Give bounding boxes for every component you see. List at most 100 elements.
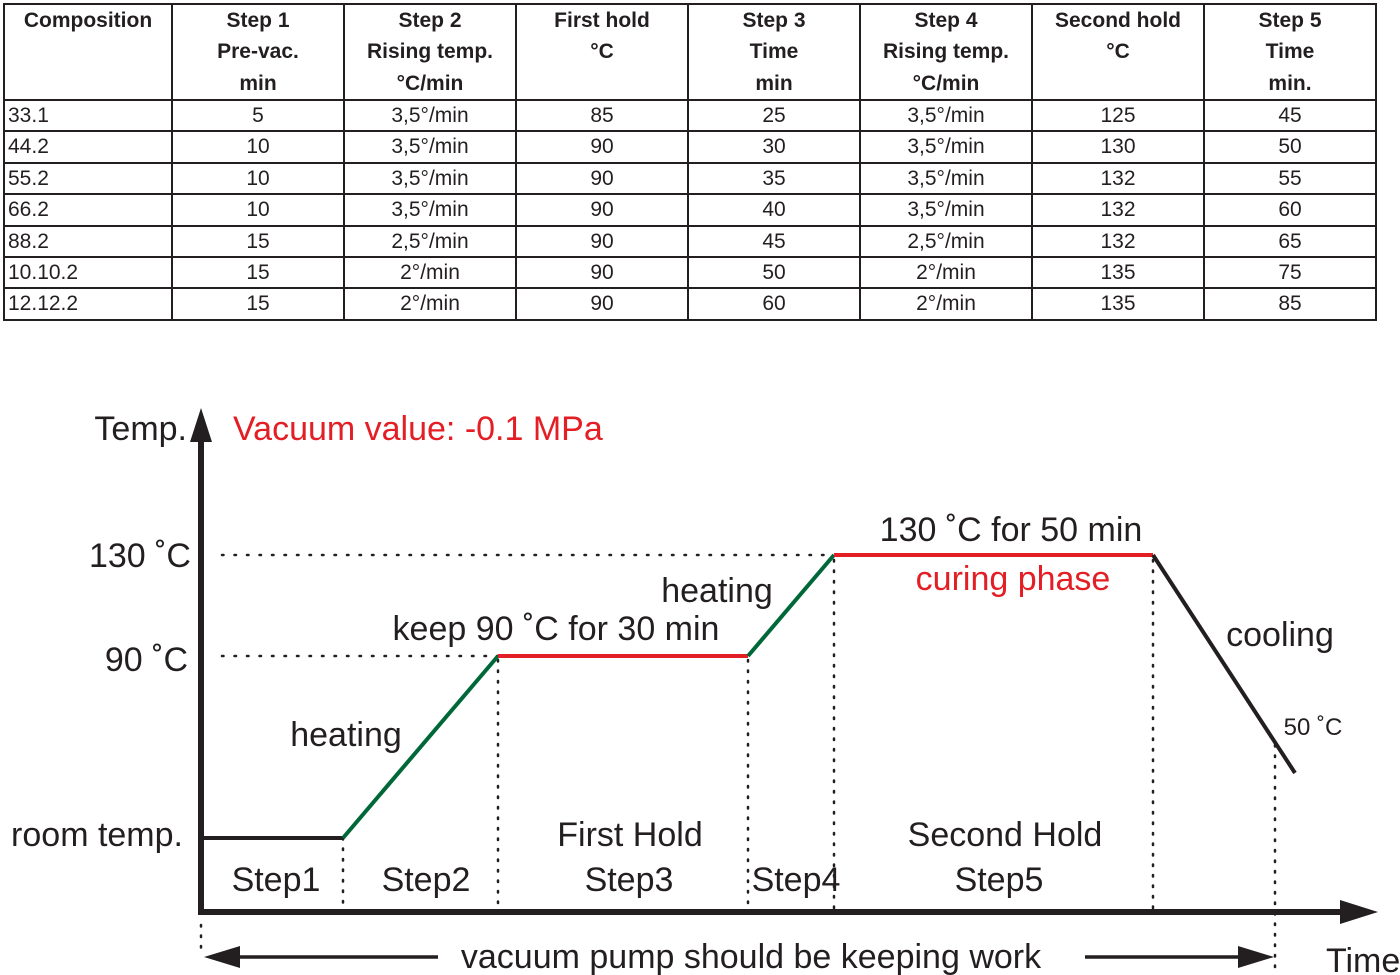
column-header-line: Rising temp. [366,40,493,64]
table-cell: 2,5°/min [859,225,1033,259]
column-header: First hold °C [515,3,689,101]
column-header: Second hold °C [1031,3,1205,101]
column-header-line: First hold [554,9,650,32]
table-row: 55.2 10 3,5°/min 90 35 3,5°/min 132 55 [3,162,1377,196]
table-cell: 132 [1031,194,1205,227]
table-body: 33.1 5 3,5°/min 85 25 3,5°/min 125 45 44.2 10 3,5°… [3,100,1377,321]
column-header-line: Step 2 [398,9,462,32]
column-header-line: °C [590,40,614,64]
table-cell: 3,5°/min [859,131,1033,164]
cooling-label: cooling [1226,616,1334,654]
step5-label: Step5 [955,861,1044,899]
column-header: Step 1 Pre-vac. min [171,3,345,101]
column-header: Composition [3,3,173,101]
x-axis-arrowhead [1340,900,1378,924]
column-header-line: Time [749,40,799,64]
first-hold-label: First Hold [557,816,702,854]
column-header-line: Second hold [1055,9,1181,32]
column-header-line: Composition [23,9,153,32]
table-cell: 60 [1203,194,1377,227]
column-header-line: Step 3 [742,9,806,32]
table-cell: 25 [687,100,861,133]
column-header-line: min. [1268,71,1312,95]
column-header-line: min [755,71,793,95]
composition-cell: 44.2 [3,131,173,164]
table-cell: 55 [1203,162,1377,196]
y-axis-arrowhead [190,408,212,442]
column-header-line: Step 5 [1258,9,1322,32]
column-header-line: Step 1 [226,9,290,32]
temp-90-label: 90 ˚C [105,641,188,679]
table-cell: 15 [171,288,345,321]
column-header: Step 3 Time min [687,3,861,101]
table-cell: 15 [171,257,345,290]
table-cell: 132 [1031,225,1205,259]
step3-label: Step3 [585,861,674,899]
room-temp-label: room temp. [11,816,183,854]
table-cell: 90 [515,194,689,227]
table-cell: 125 [1031,100,1205,133]
table-cell: 3,5°/min [343,194,517,227]
hold-90-note: keep 90 ˚C for 30 min [393,610,720,648]
vacuum-arrow-right-head [1238,946,1274,968]
table-cell: 90 [515,131,689,164]
step4-label: Step4 [752,861,841,899]
column-header: Step 2 Rising temp. °C/min [343,3,517,101]
table-cell: 135 [1031,288,1205,321]
column-header-line: °C/min [396,71,464,95]
table-cell: 10 [171,131,345,164]
column-header-line: Rising temp. [882,40,1009,64]
table-cell: 3,5°/min [343,131,517,164]
table-cell: 10 [171,194,345,227]
x-axis-label: Time [1326,942,1400,975]
column-header: Step 4 Rising temp. °C/min [859,3,1033,101]
column-header: Step 5 Time min. [1203,3,1377,101]
table-cell: 65 [1203,225,1377,259]
table-cell: 50 [687,257,861,290]
table-cell: 2°/min [859,257,1033,290]
y-axis-label: Temp. [94,410,187,448]
table-cell: 2°/min [859,288,1033,321]
table-cell: 10 [171,162,345,196]
table-cell: 50 [1203,131,1377,164]
table-cell: 60 [687,288,861,321]
table-cell: 90 [515,162,689,196]
temp-130-label: 130 ˚C [89,537,191,575]
column-header-line: Step 4 [914,9,978,32]
table-cell: 3,5°/min [859,194,1033,227]
table-cell: 90 [515,225,689,259]
table-cell: 3,5°/min [343,100,517,133]
temp-50-label: 50 ˚C [1284,714,1343,741]
table-cell: 2,5°/min [343,225,517,259]
table-row: 10.10.2 15 2°/min 90 50 2°/min 135 75 [3,257,1377,290]
curing-phase-label: curing phase [916,560,1111,598]
table-cell: 45 [1203,100,1377,133]
table-cell: 2°/min [343,288,517,321]
column-header-line: min [239,71,277,95]
table-cell: 5 [171,100,345,133]
table-cell: 85 [515,100,689,133]
table-header-row: Composition Step 1 Pre-vac. min Step 2 Rising… [3,3,1377,101]
vacuum-arrow-left-head [204,946,240,968]
table-cell: 130 [1031,131,1205,164]
table-cell: 3,5°/min [859,100,1033,133]
table-cell: 135 [1031,257,1205,290]
column-header-line: °C [1106,40,1130,64]
table-cell: 3,5°/min [343,162,517,196]
column-header-line: Time [1265,40,1315,64]
table-row: 44.2 10 3,5°/min 90 30 3,5°/min 130 50 [3,131,1377,164]
vacuum-pump-note: vacuum pump should be keeping work [461,938,1042,975]
curing-parameters-table: Composition Step 1 Pre-vac. min Step 2 Rising… [3,3,1377,321]
table-cell: 132 [1031,162,1205,196]
heating-label-2: heating [661,572,773,610]
table-cell: 45 [687,225,861,259]
column-header-line: Pre-vac. [217,40,299,64]
table-row: 12.12.2 15 2°/min 90 60 2°/min 135 85 [3,288,1377,321]
composition-cell: 12.12.2 [3,288,173,321]
table-row: 33.1 5 3,5°/min 85 25 3,5°/min 125 45 [3,100,1377,133]
table-row: 88.2 15 2,5°/min 90 45 2,5°/min 132 65 [3,225,1377,259]
heating-segment-1 [341,654,500,840]
composition-cell: 55.2 [3,162,173,196]
composition-cell: 33.1 [3,100,173,133]
